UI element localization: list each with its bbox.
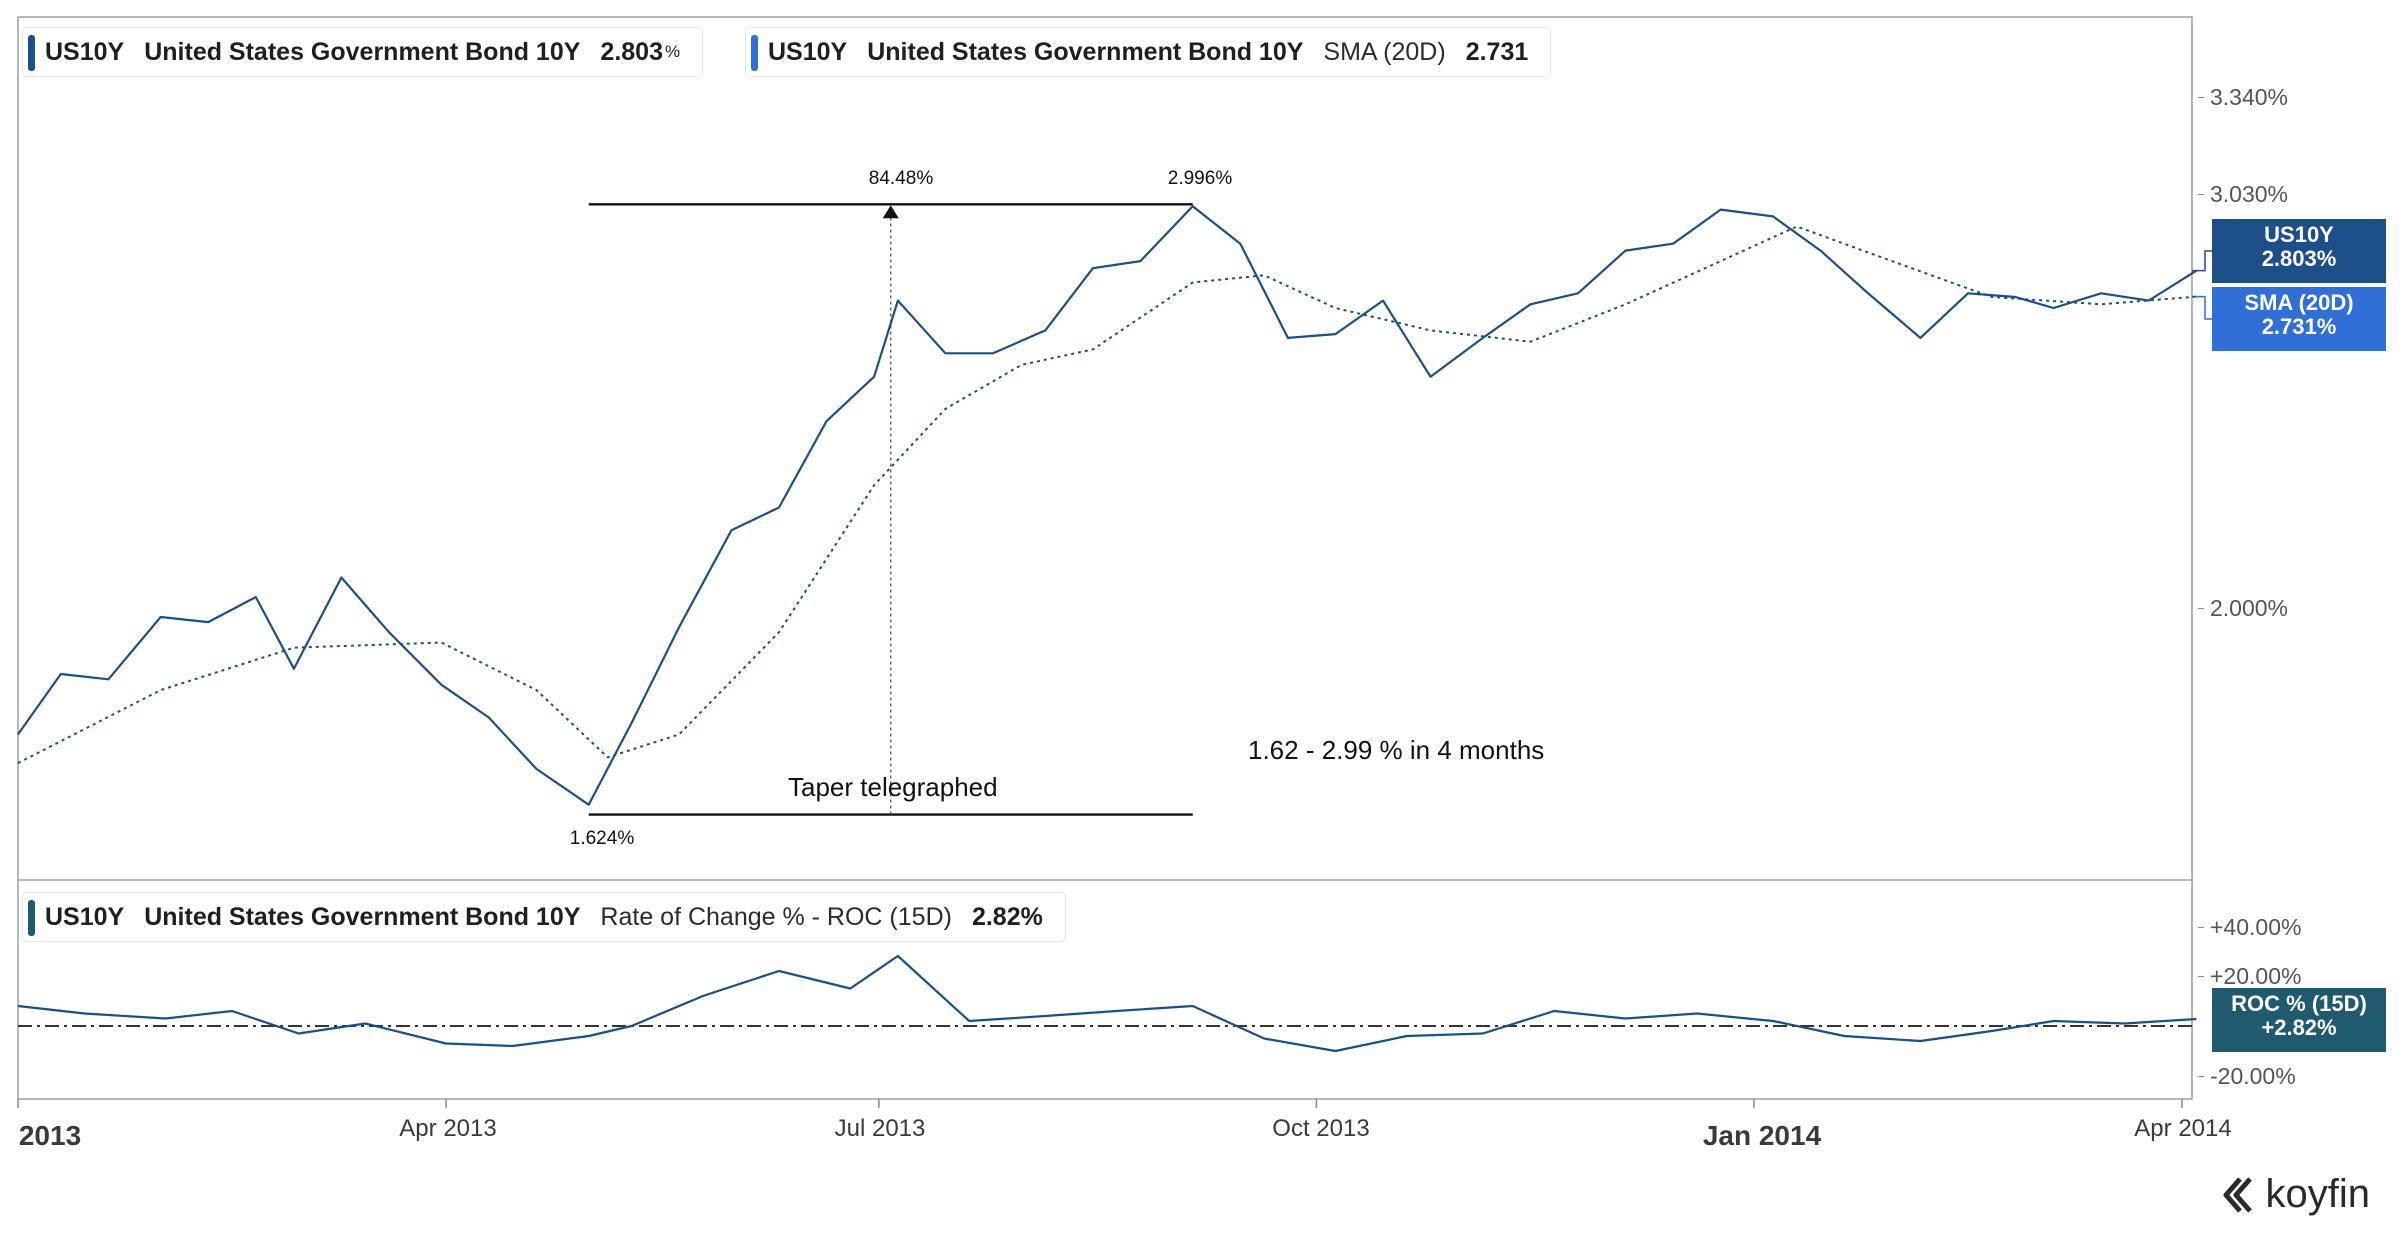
legend-indicator: SMA (20D) <box>1323 37 1446 66</box>
tag-connector-sma <box>2192 295 2212 320</box>
series-us10y-line <box>17 205 2197 806</box>
annotation-arrow-icon <box>882 205 899 219</box>
tag-line2: 2.803% <box>2261 246 2337 271</box>
x-tick-label: Apr 2013 <box>399 1115 497 1142</box>
legend-color-bar <box>751 35 758 71</box>
legend-color-bar <box>28 35 35 71</box>
legend-roc[interactable]: US10Y United States Government Bond 10Y … <box>22 892 1066 942</box>
x-tick-label: Apr 2014 <box>2134 1115 2232 1142</box>
legend-name: United States Government Bond 10Y <box>144 902 581 931</box>
tag-line1: US10Y <box>2264 222 2334 247</box>
legend-color-bar <box>28 900 35 936</box>
series-roc-line <box>17 954 2197 1053</box>
legend-value: 2.731 <box>1465 37 1529 66</box>
annotation-roc-percent: 84.48% <box>868 168 934 189</box>
tag-roc: ROC % (15D) +2.82% <box>2212 988 2386 1052</box>
x-tick-label: Jul 2013 <box>834 1115 926 1142</box>
brand-logo: koyfin <box>2216 1172 2371 1217</box>
legend-indicator: Rate of Change % - ROC (15D) <box>600 902 952 931</box>
legend-sma[interactable]: US10Y United States Government Bond 10Y … <box>745 27 1552 77</box>
series-sma-line <box>17 225 2197 764</box>
tag-us10y: US10Y 2.803% <box>2212 219 2386 283</box>
tag-connector-us10y <box>2192 250 2212 272</box>
legend-unit: % <box>664 42 681 61</box>
y-tick-label: +20.00% <box>2197 963 2302 989</box>
annotation-move: 1.62 - 2.99 % in 4 months <box>1248 735 1545 765</box>
x-tick-label: Jan 2014 <box>1702 1120 1822 1151</box>
legend-us10y[interactable]: US10Y United States Government Bond 10Y … <box>22 27 704 77</box>
legend-symbol: US10Y <box>45 902 125 931</box>
y-tick-label: -20.00% <box>2198 1063 2296 1089</box>
y-tick-label: 3.340% <box>2197 84 2289 110</box>
y-tick-label: 2.000% <box>2197 595 2289 621</box>
brand-name: koyfin <box>2265 1172 2371 1216</box>
x-tick-label: Oct 2013 <box>1272 1115 1370 1142</box>
tag-line1: ROC % (15D) <box>2231 991 2367 1016</box>
plot-frame <box>17 16 2193 1100</box>
annotation-taper: Taper telegraphed <box>788 772 998 802</box>
legend-value: 2.82% <box>971 902 1043 931</box>
tag-sma: SMA (20D) 2.731% <box>2212 287 2386 351</box>
legend-name: United States Government Bond 10Y <box>867 37 1304 66</box>
annotation-high: 2.996% <box>1167 168 1233 189</box>
legend-symbol: US10Y <box>768 37 848 66</box>
y-tick-label: +40.00% <box>2197 914 2302 940</box>
tag-line2: +2.82% <box>2261 1015 2337 1040</box>
legend-symbol: US10Y <box>45 37 125 66</box>
y-tick-label: 3.030% <box>2197 181 2289 207</box>
legend-value: 2.803 <box>600 37 663 66</box>
tag-line2: 2.731% <box>2261 314 2337 339</box>
x-tick-label: 2013 <box>18 1120 82 1151</box>
annotation-low: 1.624% <box>569 828 635 849</box>
tag-line1: SMA (20D) <box>2244 290 2354 315</box>
koyfin-logo-icon <box>2223 1176 2252 1213</box>
legend-name: United States Government Bond 10Y <box>144 37 581 66</box>
